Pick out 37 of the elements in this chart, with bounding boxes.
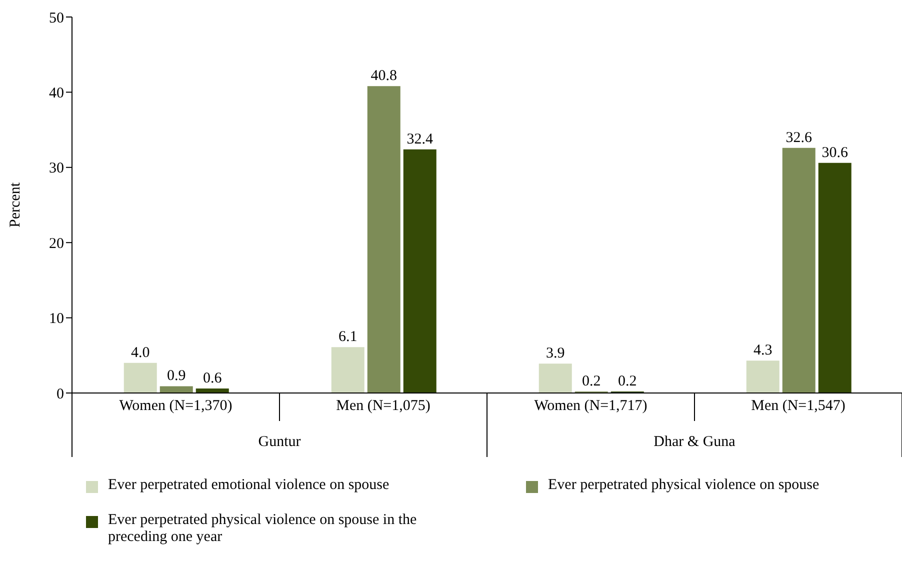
- x-tick-label: Women (N=1,717): [534, 398, 648, 414]
- y-tick-label: 50: [49, 10, 64, 26]
- data-label: 3.9: [546, 346, 565, 362]
- bar: [160, 386, 193, 393]
- data-label: 32.6: [786, 130, 812, 146]
- legend-label: Ever perpetrated emotional violence on spouse: [108, 477, 390, 494]
- data-label: 32.4: [406, 131, 434, 148]
- y-tick-label: 20: [49, 236, 64, 252]
- y-tick-label: 40: [49, 86, 64, 102]
- legend-label: Ever perpetrated physical violence on spouse: [548, 477, 820, 494]
- data-label: 4.0: [131, 344, 150, 361]
- bar: [782, 148, 816, 393]
- data-label: 0.9: [167, 368, 186, 384]
- data-label: 4.3: [754, 342, 772, 359]
- data-label: 6.1: [338, 329, 358, 346]
- legend-label: Ever perpetrated physical violence on spouse in the preceding one year: [108, 512, 418, 546]
- y-axis-title: Percent: [7, 182, 24, 228]
- y-tick-label: 10: [49, 311, 64, 328]
- y-tick-label: 30: [49, 160, 64, 177]
- x-tick-label: Women (N=1,370): [119, 398, 232, 414]
- data-label: 0.2: [582, 373, 601, 390]
- bar: [331, 347, 364, 393]
- data-label: 40.8: [370, 68, 397, 84]
- data-label: 0.2: [618, 373, 637, 390]
- x-tick-label: Men (N=1,075): [336, 398, 430, 414]
- bar: [124, 362, 157, 393]
- x-tick-label: Men (N=1,547): [751, 398, 846, 414]
- bar: [403, 149, 436, 393]
- data-label: 0.6: [203, 370, 222, 386]
- bar: [746, 360, 780, 393]
- text: Guntur: [258, 434, 301, 450]
- y-tick-label: 0: [56, 386, 64, 402]
- bar: [818, 162, 852, 393]
- text: Dhar & Guna: [654, 434, 736, 450]
- data-label: 30.6: [822, 144, 848, 161]
- bar: [367, 86, 400, 393]
- bar: [538, 364, 572, 393]
